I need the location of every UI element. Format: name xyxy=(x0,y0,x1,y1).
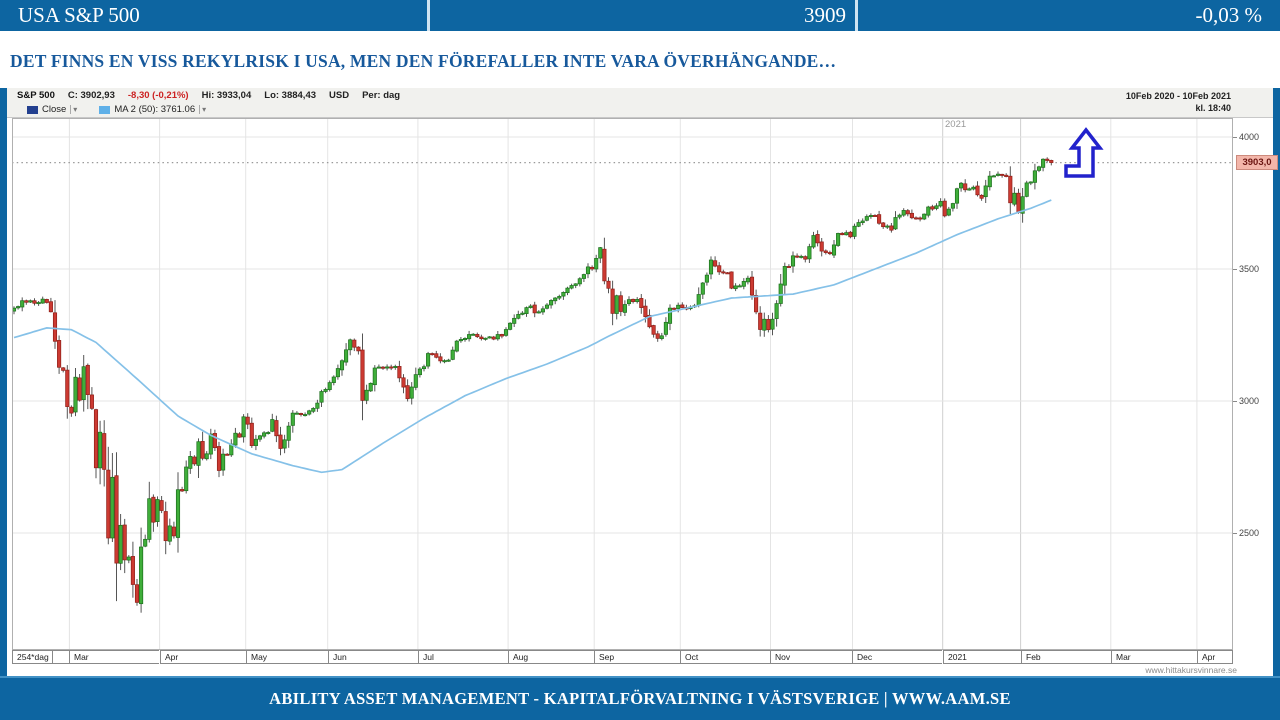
subtitle-band: DET FINNS EN VISS REKYLRISK I USA, MEN D… xyxy=(0,31,1280,88)
x-axis-month-box: 254*dag xyxy=(12,650,52,664)
quote-low: Lo: 3884,43 xyxy=(264,90,317,101)
ma50-line xyxy=(13,199,1052,474)
quote-symbol: S&P 500 xyxy=(17,90,55,101)
date-range-box: 10Feb 2020 - 10Feb 2021 kl. 18:40 xyxy=(1126,90,1231,114)
x-axis-month-box: Jul xyxy=(418,650,508,664)
watermark-url: www.hittakursvinnare.se xyxy=(1145,665,1237,675)
index-change-pct: -0,03 % xyxy=(1195,3,1263,27)
time-label: kl. 18:40 xyxy=(1195,103,1231,113)
y-tick xyxy=(1233,401,1237,402)
chart-panel: S&P 500 C: 3902,93 -8,30 (-0,21%) Hi: 39… xyxy=(7,88,1278,676)
x-axis-month-box: Apr xyxy=(1197,650,1233,664)
ma-dropdown-icon[interactable]: ▾ xyxy=(199,105,206,114)
bent-up-arrow-annotation xyxy=(1064,127,1104,178)
current-price-tag: 3903,0 xyxy=(1236,155,1278,170)
x-axis-month-box xyxy=(52,650,69,664)
legend-close-label: Close xyxy=(42,104,67,115)
quote-high: Hi: 3933,04 xyxy=(201,90,252,101)
quote-change: -8,30 (-0,21%) xyxy=(127,90,189,101)
x-axis-month-box: Nov xyxy=(770,650,852,664)
x-axis-month-box: Oct xyxy=(680,650,770,664)
x-axis-month-box: Mar xyxy=(1111,650,1197,664)
titlebar-divider xyxy=(427,0,430,31)
x-axis-month-box: Mar xyxy=(69,650,159,664)
footer-text: ABILITY ASSET MANAGEMENT - KAPITALFÖRVAL… xyxy=(269,689,1011,708)
legend-ma: MA 2 (50): 3761.06 ▾ xyxy=(99,104,206,115)
y-tick xyxy=(1233,137,1237,138)
legend-close: Close ▾ xyxy=(27,104,77,115)
titlebar-divider xyxy=(855,0,858,31)
footer-bar: ABILITY ASSET MANAGEMENT - KAPITALFÖRVAL… xyxy=(0,676,1280,720)
y-tick-label: 2500 xyxy=(1239,528,1260,538)
top-title-bar: USA S&P 500 3909 -0,03 % xyxy=(0,0,1280,31)
close-series-swatch-icon xyxy=(27,105,38,114)
legend-row: Close ▾ MA 2 (50): 3761.06 ▾ xyxy=(27,104,206,115)
y-tick-label: 4000 xyxy=(1239,132,1260,142)
x-axis-month-box: Jun xyxy=(328,650,418,664)
y-tick-label: 3500 xyxy=(1239,264,1260,274)
chart-header: S&P 500 C: 3902,93 -8,30 (-0,21%) Hi: 39… xyxy=(7,88,1273,118)
x-axis: 254*dag Mar Apr May Jun Jul Aug Sep Oct Nov Dec 202… xyxy=(12,650,1240,664)
y-tick-label: 3000 xyxy=(1239,396,1260,406)
index-title: USA S&P 500 xyxy=(18,3,140,27)
slide-subtitle: DET FINNS EN VISS REKYLRISK I USA, MEN D… xyxy=(10,51,837,71)
year-gridline-label: 2021 xyxy=(945,119,966,130)
close-dropdown-icon[interactable]: ▾ xyxy=(70,105,77,114)
x-axis-month-box: May xyxy=(246,650,328,664)
ma-series-swatch-icon xyxy=(99,105,111,114)
candlestick-plot-area[interactable]: 2021 xyxy=(12,118,1233,650)
y-tick xyxy=(1233,269,1237,270)
quote-period: Per: dag xyxy=(362,90,401,101)
date-range: 10Feb 2020 - 10Feb 2021 xyxy=(1125,91,1231,101)
x-axis-month-box: Apr xyxy=(160,650,246,664)
y-tick xyxy=(1233,533,1237,534)
x-axis-month-box: 2021 xyxy=(943,650,1021,664)
quote-info-row: S&P 500 C: 3902,93 -8,30 (-0,21%) Hi: 39… xyxy=(17,90,400,101)
x-axis-month-box: Aug xyxy=(508,650,594,664)
x-axis-month-box: Feb xyxy=(1021,650,1111,664)
legend-ma-label: MA 2 (50): 3761.06 xyxy=(114,104,196,115)
candlestick-series xyxy=(13,157,1054,613)
quote-currency: USD xyxy=(329,90,350,101)
x-axis-month-box: Sep xyxy=(594,650,680,664)
index-value: 3909 xyxy=(804,3,846,27)
quote-close: C: 3902,93 xyxy=(67,90,115,101)
x-axis-month-box: Dec xyxy=(852,650,942,664)
